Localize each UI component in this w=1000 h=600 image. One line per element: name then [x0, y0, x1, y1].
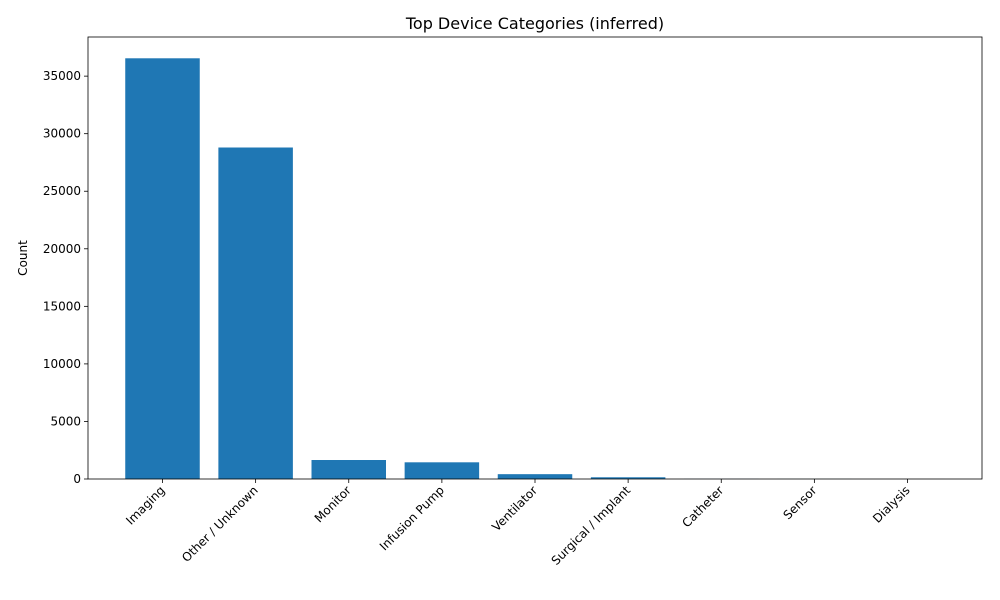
y-tick-label-4: 20000: [43, 242, 81, 256]
y-axis-label: Count: [16, 240, 30, 276]
bar-1: [218, 147, 293, 479]
x-tick-label-5: Surgical / Implant: [549, 483, 634, 568]
bar-5: [590, 477, 666, 479]
x-tick-label-2: Monitor: [312, 483, 354, 525]
plot-area: 0 5000 10000 15000 20000 25000 30000 35000 Imagi…: [43, 36, 983, 568]
y-tick-label-3: 15000: [43, 299, 81, 313]
x-tick-label-1: Other / Unknown: [179, 483, 261, 565]
chart-title: Top Device Categories (inferred): [405, 14, 664, 33]
y-tick-label-2: 10000: [43, 357, 81, 371]
x-tick-label-6: Catheter: [679, 483, 726, 530]
x-tick-label-8: Dialysis: [870, 483, 913, 526]
bar-2: [311, 460, 386, 479]
y-tick-label-6: 30000: [43, 127, 81, 141]
bar-3: [404, 462, 480, 479]
y-tick-label-1: 5000: [50, 414, 81, 428]
y-tick-label-0: 0: [73, 472, 81, 486]
y-tick-label-5: 25000: [43, 184, 81, 198]
x-tick-label-4: Ventilator: [489, 483, 540, 534]
x-tick-label-7: Sensor: [781, 483, 820, 522]
bar-4: [497, 474, 573, 479]
bar-0: [125, 58, 200, 479]
x-tick-label-3: Infusion Pump: [377, 483, 447, 553]
x-tick-label-0: Imaging: [123, 483, 167, 527]
y-tick-label-7: 35000: [43, 69, 81, 83]
